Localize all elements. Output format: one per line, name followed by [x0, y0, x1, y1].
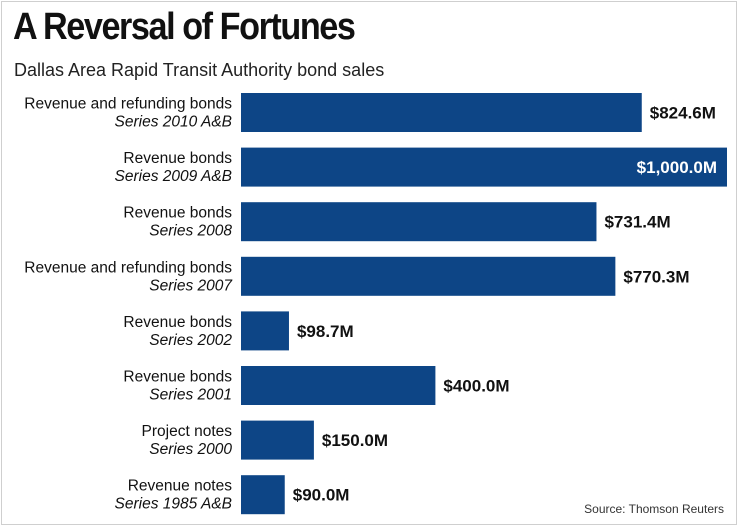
series-label: Series 2002 [149, 332, 232, 349]
bar [241, 366, 436, 405]
value-label: $731.4M [604, 213, 670, 232]
series-label: Series 2010 A&B [115, 114, 232, 131]
source-note: Source: Thomson Reuters [584, 502, 724, 516]
category-label: Project notes [142, 423, 233, 440]
value-label: $770.3M [623, 267, 689, 286]
bar [241, 475, 285, 515]
series-label: Series 2001 [149, 387, 232, 404]
value-label: $90.0M [293, 486, 350, 505]
value-label: $98.7M [297, 322, 354, 341]
series-label: Series 2009 A&B [115, 168, 232, 185]
series-label: Series 2007 [149, 277, 233, 294]
category-label: Revenue bonds [123, 314, 232, 331]
category-label: Revenue bonds [123, 369, 232, 386]
bar [241, 256, 616, 296]
value-label: $824.6M [650, 104, 716, 123]
category-label: Revenue notes [128, 478, 233, 495]
bar [241, 93, 642, 132]
category-label: Revenue and refunding bonds [24, 259, 232, 276]
bar [241, 311, 289, 351]
chart-subtitle: Dallas Area Rapid Transit Authority bond… [14, 60, 385, 80]
chart-title: A Reversal of Fortunes [13, 6, 356, 48]
bar [241, 147, 727, 187]
bar [241, 420, 314, 460]
category-label: Revenue bonds [123, 205, 232, 222]
value-label: $150.0M [322, 431, 388, 450]
category-label: Revenue and refunding bonds [24, 96, 232, 113]
series-label: Series 1985 A&B [115, 496, 232, 513]
value-label: $1,000.0M [637, 158, 717, 177]
value-label: $400.0M [443, 377, 509, 396]
category-label: Revenue bonds [123, 150, 232, 167]
bar [241, 202, 597, 242]
series-label: Series 2000 [149, 441, 232, 458]
series-label: Series 2008 [149, 223, 232, 240]
